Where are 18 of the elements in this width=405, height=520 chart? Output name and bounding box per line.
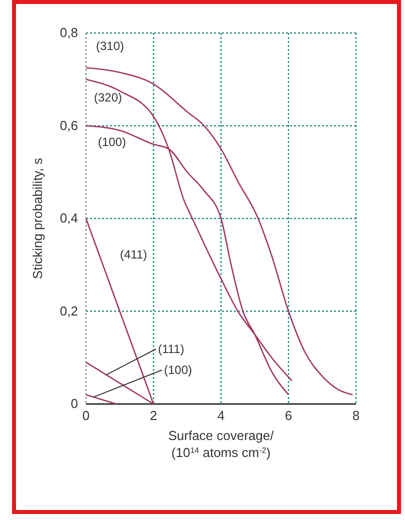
series-label: (310)	[96, 38, 124, 53]
x-axis-title: Surface coverage/ (10$^{14}$ atoms cm$^{-2}$)	[168, 428, 274, 460]
series-label: (320)	[94, 90, 122, 104]
y-tick-label: 0,2	[60, 303, 78, 318]
x-tick-label: 2	[150, 408, 158, 423]
y-tick-label: 0	[70, 396, 78, 411]
x-tick-label: 0	[82, 408, 90, 423]
text: (100)	[164, 363, 192, 377]
y-tick-label: 0,4	[60, 210, 78, 226]
series-label: (411)	[120, 248, 148, 262]
x-tick-label: 4	[217, 408, 225, 423]
y-axis-title: Sticking probability, s	[30, 157, 45, 280]
series-label: (100)	[98, 134, 126, 149]
y-tick-label: 0,8	[60, 25, 78, 40]
text: (111)	[158, 342, 184, 356]
x-tick-label: 8	[352, 408, 360, 423]
x-tick-label: 6	[284, 408, 292, 423]
y-tick-label: 0,6	[60, 118, 78, 133]
